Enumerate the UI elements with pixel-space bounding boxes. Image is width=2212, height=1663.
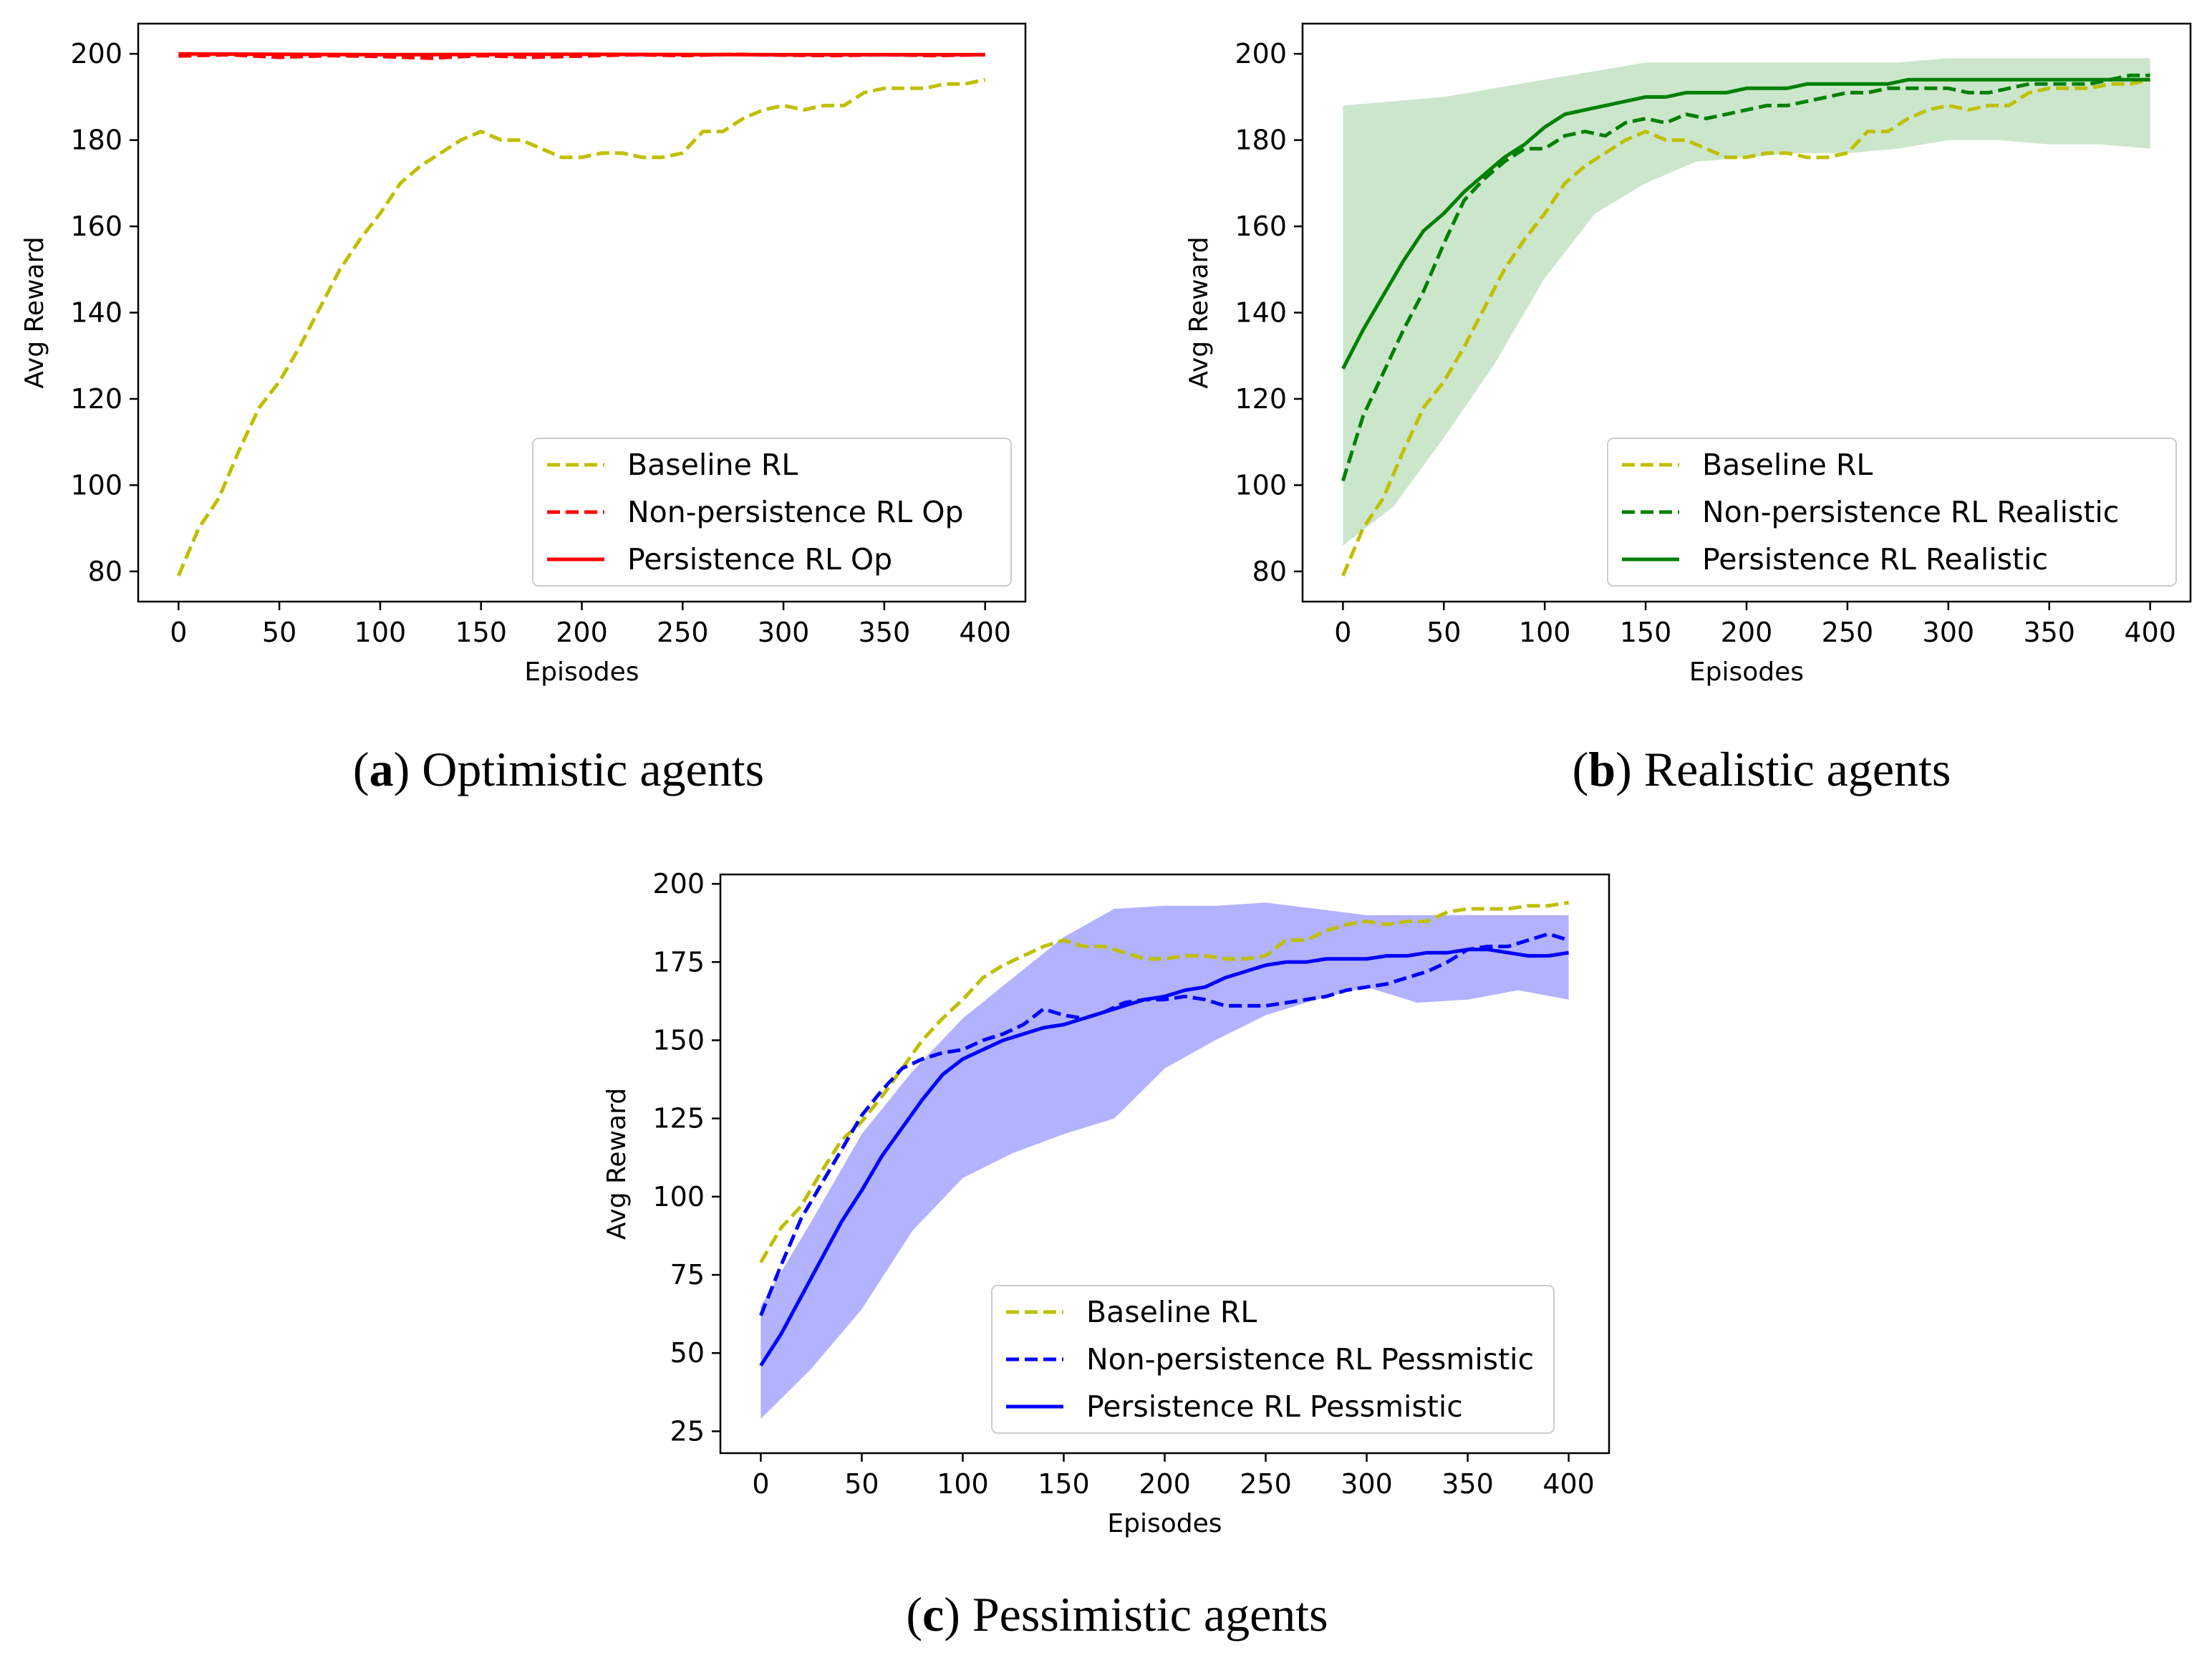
x-tick-label-a-7: 350	[859, 617, 911, 648]
legend-box-a	[532, 438, 1012, 587]
x-tick-label-b-3: 150	[1620, 617, 1672, 648]
y-tick-label-b-5: 180	[1235, 125, 1287, 156]
legend-label-a-0: Baseline RL	[627, 448, 798, 482]
x-tick-label-c-0: 0	[752, 1468, 769, 1500]
y-tick-label-b-6: 200	[1235, 38, 1287, 69]
x-tick-label-c-5: 250	[1240, 1468, 1292, 1500]
x-tick-label-b-8: 400	[2124, 617, 2176, 648]
x-tick-label-a-8: 400	[959, 617, 1011, 648]
y-tick-label-a-2: 120	[70, 383, 122, 415]
legend-label-c-0: Baseline RL	[1086, 1295, 1257, 1329]
x-tick-label-c-1: 50	[844, 1468, 879, 1500]
x-tick-label-c-4: 200	[1139, 1468, 1191, 1500]
y-axis-label-a: Avg Reward	[20, 236, 49, 388]
caption-c-text: Pessimistic agents	[972, 1587, 1328, 1642]
x-tick-label-a-1: 50	[262, 617, 296, 648]
y-tick-label-b-2: 120	[1235, 383, 1287, 415]
y-tick-label-a-6: 200	[70, 38, 122, 69]
x-tick-label-c-2: 100	[937, 1468, 989, 1500]
chart-c-pessimistic: 0 50 100 150 200 250 300 350 400 25 50 75 100 125 150 1…	[602, 868, 1610, 1538]
confidence-band-b	[1343, 58, 2150, 546]
legend-label-a-2: Persistence RL Op	[627, 542, 892, 577]
y-tick-label-a-1: 100	[70, 469, 122, 501]
y-tick-label-c-7: 200	[652, 868, 705, 900]
x-tick-label-a-6: 300	[758, 617, 810, 648]
y-tick-label-a-0: 80	[88, 556, 122, 587]
x-tick-label-b-6: 300	[1923, 617, 1975, 648]
y-tick-label-c-5: 150	[652, 1024, 705, 1056]
legend-b: Baseline RL Non-persistence RL Realistic P…	[1607, 438, 2177, 587]
x-tick-label-b-4: 200	[1721, 617, 1773, 648]
series-line-b-2	[1341, 77, 2150, 370]
x-tick-label-a-3: 150	[455, 617, 507, 648]
legend-c: Baseline RL Non-persistence RL Pessmistic…	[991, 1285, 1555, 1434]
caption-a-letter: a	[369, 742, 394, 796]
y-tick-label-a-3: 140	[70, 297, 122, 329]
plot-area-a	[176, 52, 986, 577]
y-tick-label-b-4: 160	[1235, 211, 1287, 242]
y-tick-label-b-0: 80	[1252, 556, 1287, 587]
x-tick-label-a-4: 200	[556, 617, 608, 648]
x-tick-label-a-2: 100	[354, 617, 407, 648]
y-tick-label-c-0: 25	[670, 1415, 705, 1447]
series-line-a-0	[176, 77, 986, 577]
caption-b-text: Realistic agents	[1643, 742, 1951, 796]
caption-c-letter: c	[922, 1587, 945, 1642]
legend-a: Baseline RL Non-persistence RL Op Persiste…	[532, 438, 1012, 587]
legend-label-c-1: Non-persistence RL Pessmistic	[1086, 1342, 1534, 1377]
x-tick-label-b-2: 100	[1519, 617, 1571, 648]
x-tick-label-c-8: 400	[1542, 1468, 1595, 1500]
series-line-c-2	[759, 948, 1569, 1367]
x-tick-label-b-7: 350	[2023, 617, 2075, 648]
chart-a-optimistic: 0 50 100 150 200 250 300 350 400 80 100 120 140 160 18…	[20, 22, 1027, 687]
x-tick-label-a-5: 250	[657, 617, 709, 648]
y-tick-label-c-1: 50	[670, 1337, 705, 1369]
chart-b-realistic: 0 50 100 150 200 250 300 350 400 80 100 120 140 160 18…	[1184, 22, 2192, 687]
x-tick-label-a-0: 0	[170, 617, 187, 648]
series-line-b-0	[1341, 77, 2151, 577]
y-axis-label-c: Avg Reward	[602, 1088, 632, 1240]
x-tick-label-b-5: 250	[1822, 617, 1874, 648]
caption-b-letter: b	[1588, 742, 1616, 796]
x-tick-label-c-7: 350	[1441, 1468, 1494, 1500]
x-tick-label-c-6: 300	[1341, 1468, 1393, 1500]
legend-box-b	[1607, 438, 2177, 587]
confidence-band-c	[760, 902, 1569, 1419]
y-tick-label-b-1: 100	[1235, 469, 1287, 501]
y-tick-label-c-3: 100	[652, 1181, 705, 1213]
y-tick-label-c-6: 175	[652, 946, 705, 978]
caption-a: (a) Optimistic agents	[352, 742, 765, 796]
legend-label-b-1: Non-persistence RL Realistic	[1702, 495, 2119, 529]
y-tick-label-a-4: 160	[70, 211, 122, 242]
legend-label-b-0: Baseline RL	[1702, 448, 1873, 482]
x-tick-label-b-0: 0	[1334, 617, 1351, 648]
series-line-c-1	[759, 932, 1570, 1316]
y-tick-label-a-5: 180	[70, 125, 122, 156]
plot-area-b	[1341, 58, 2151, 577]
y-axis-label-b: Avg Reward	[1184, 236, 1214, 388]
plot-area-c	[759, 900, 1570, 1419]
x-axis-label-b: Episodes	[1689, 657, 1804, 687]
legend-label-b-2: Persistence RL Realistic	[1702, 542, 2048, 577]
x-axis-label-c: Episodes	[1107, 1509, 1222, 1538]
legend-label-a-1: Non-persistence RL Op	[627, 495, 964, 529]
x-axis-label-a: Episodes	[524, 657, 639, 687]
y-tick-label-b-3: 140	[1235, 297, 1287, 329]
caption-b: (b) Realistic agents	[1572, 742, 1951, 796]
x-tick-label-c-3: 150	[1038, 1468, 1090, 1500]
series-line-b-1	[1341, 73, 2150, 482]
series-line-c-0	[759, 900, 1569, 1263]
y-tick-label-c-2: 75	[670, 1259, 705, 1291]
caption-a-text: Optimistic agents	[422, 742, 765, 796]
legend-label-c-2: Persistence RL Pessmistic	[1086, 1389, 1463, 1424]
legend-box-c	[991, 1285, 1555, 1434]
caption-c: (c) Pessimistic agents	[906, 1587, 1328, 1642]
x-tick-label-b-1: 50	[1426, 617, 1461, 648]
y-tick-label-c-4: 125	[652, 1103, 705, 1134]
